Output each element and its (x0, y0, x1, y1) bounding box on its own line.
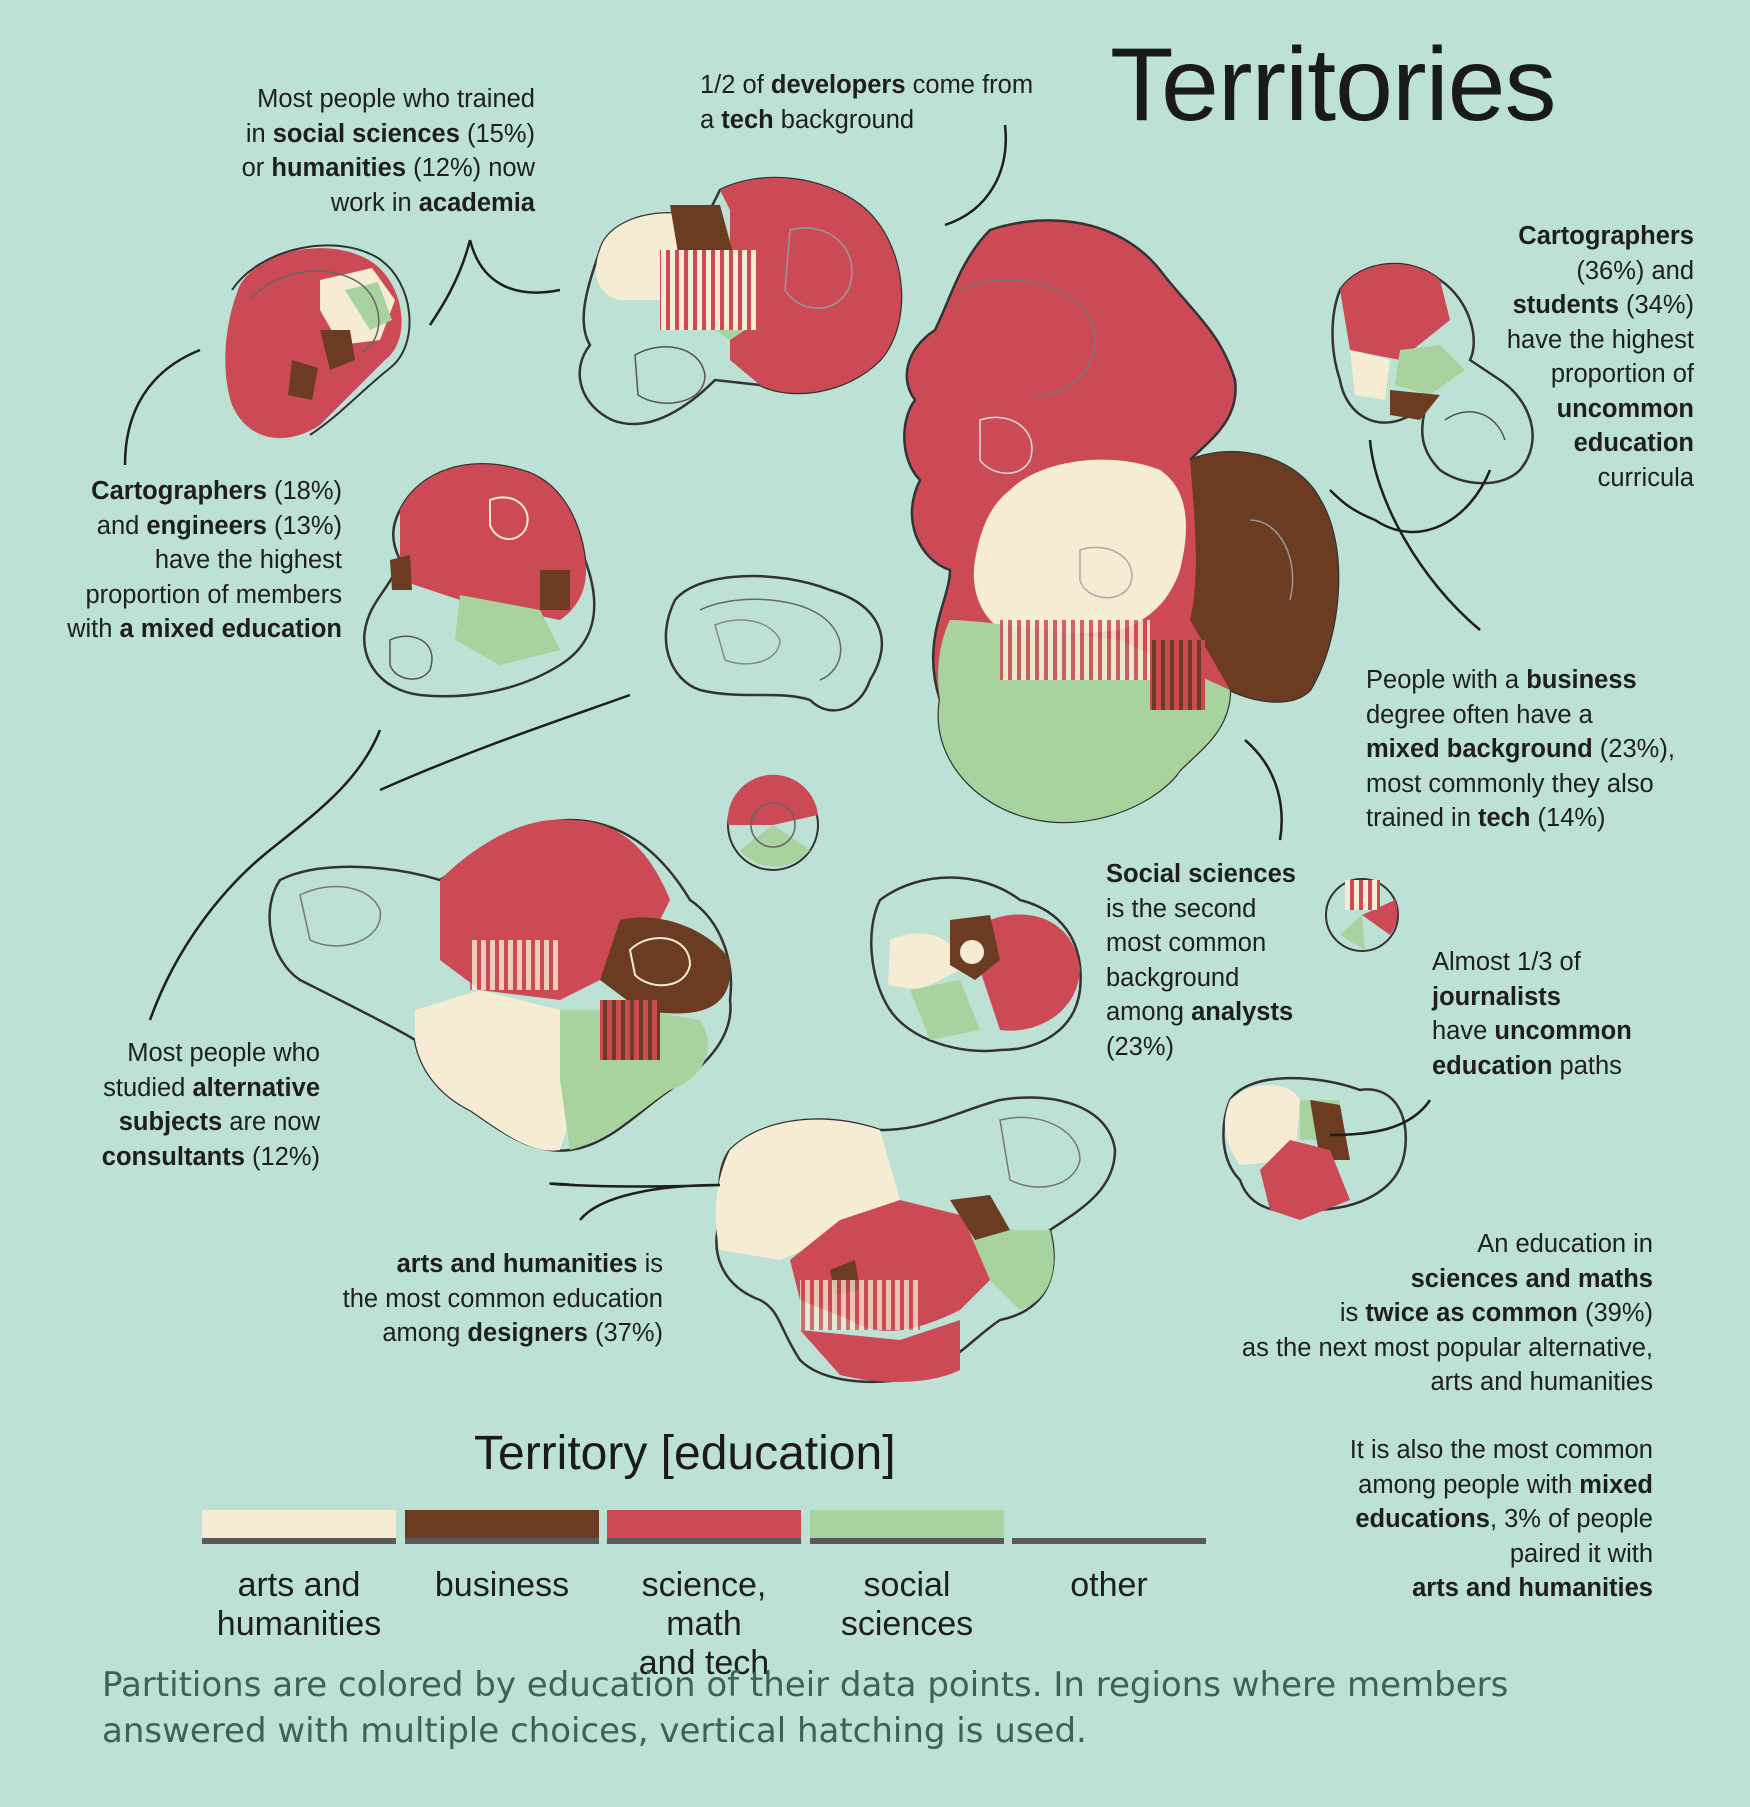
cluster-tiny-right (1325, 878, 1399, 952)
cluster-consultants (268, 818, 733, 1152)
legend-swatch-arts (202, 1510, 396, 1544)
annotation-developers: 1/2 of developers come from a tech backg… (700, 71, 1034, 134)
legend-label-social: social sciences (840, 1566, 974, 1643)
legend-swatch-social (810, 1510, 1004, 1544)
cluster-small-circle (727, 774, 819, 871)
cluster-journalists (1222, 1076, 1408, 1220)
annotation-designers: arts and humanities is the most common e… (342, 1250, 663, 1347)
legend-swatch-business (405, 1510, 599, 1544)
annotation-cartographers-mixed: Cartographers (18%) and engineers (13%) … (67, 477, 342, 643)
annotation-sciences-maths: An education in sciences and maths is tw… (1241, 1230, 1653, 1396)
cluster-cartographers-uncommon (1331, 262, 1534, 485)
annotation-consultants: Most people who studied alternative subj… (101, 1039, 320, 1171)
annotation-journalists: Almost 1/3 of journalists have uncommon … (1432, 948, 1632, 1080)
cluster-central-large (903, 219, 1340, 824)
legend-label-arts: arts and humanities (216, 1566, 382, 1643)
cluster-analysts (870, 876, 1082, 1053)
legend-item-other: other (1012, 1510, 1206, 1605)
legend-item-science: science, math and tech (607, 1510, 801, 1683)
cluster-cartographers-mixed (363, 463, 596, 698)
legend-item-arts: arts and humanities (202, 1510, 396, 1644)
annotation-mixed-educations: It is also the most common among people … (1349, 1436, 1653, 1602)
footnote: Partitions are colored by education of t… (102, 1665, 1509, 1751)
cluster-developers (578, 176, 903, 426)
cluster-academia (225, 244, 411, 439)
annotation-academia: Most people who trained in social scienc… (241, 85, 535, 217)
cluster-designers (715, 1096, 1117, 1384)
annotation-analysts: Social sciences is the second most commo… (1106, 860, 1296, 1061)
legend-item-social: social sciences (810, 1510, 1004, 1644)
legend-item-business: business (405, 1510, 599, 1605)
legend-swatch-other (1012, 1538, 1206, 1544)
legend-label-business: business (434, 1566, 570, 1604)
legend-label-science: science, math and tech (638, 1566, 770, 1682)
page-title: Territories (1110, 27, 1557, 143)
leader-lines (123, 124, 1492, 1221)
annotation-business: People with a business degree often have… (1366, 666, 1675, 832)
cluster-outline-only (664, 574, 884, 712)
annotation-cartographers-uncommon: Cartographers (36%) and students (34%) h… (1506, 222, 1694, 492)
legend-title: Territory [education] (474, 1427, 896, 1480)
legend-swatch-science (607, 1510, 801, 1544)
legend-label-other: other (1070, 1566, 1148, 1604)
